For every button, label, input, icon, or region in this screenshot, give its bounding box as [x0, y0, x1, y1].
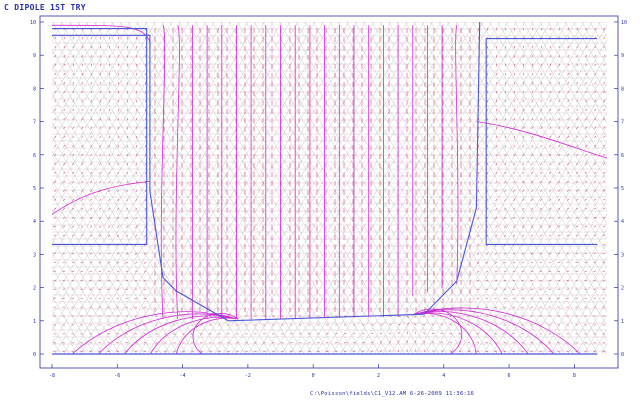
x-tick-label: -8 — [49, 373, 55, 379]
x-tick-label: 6 — [508, 373, 511, 379]
x-tick-label: 0 — [312, 373, 315, 379]
plot-frame — [39, 15, 619, 369]
x-tick-label: 4 — [442, 373, 445, 379]
axes: 0 0 1 1 2 2 3 3 4 4 5 5 6 6 7 7 8 8 9 9 10 10 -8 -6 -4 -2 0 2 4 6 8 — [30, 15, 627, 379]
y-tick-label: 3 — [33, 252, 36, 258]
y-tick-label-right: 5 — [621, 186, 624, 192]
y-tick-label-right: 6 — [621, 153, 624, 159]
y-tick-label: 0 — [33, 352, 36, 358]
field-lines — [52, 24, 607, 354]
file-path-footer: C:\Poisson\fields\C1_V12.AM 6-26-2009 11… — [310, 391, 475, 397]
y-tick-label: 10 — [30, 20, 36, 26]
y-tick-label-right: 7 — [621, 120, 624, 126]
x-tick-label: -4 — [180, 373, 186, 379]
x-tick-label: -2 — [245, 373, 251, 379]
y-tick-label-right: 9 — [621, 53, 624, 59]
y-tick-label-right: 8 — [621, 86, 624, 92]
y-tick-label-right: 10 — [621, 20, 627, 26]
right-pocket — [485, 38, 598, 245]
y-tick-label: 4 — [33, 219, 36, 225]
y-tick-label: 7 — [33, 120, 36, 126]
y-tick-label-right: 2 — [621, 286, 624, 292]
y-tick-label-right: 1 — [621, 319, 624, 325]
iron-boundary — [52, 21, 598, 355]
left-pocket — [52, 28, 148, 245]
plot-title: C DIPOLE 1ST TRY — [4, 3, 86, 12]
y-tick-label: 6 — [33, 153, 36, 159]
pole-outline — [52, 21, 481, 322]
y-tick-label: 2 — [33, 286, 36, 292]
y-tick-label-right: 4 — [621, 219, 624, 225]
mesh-triangles — [52, 22, 607, 354]
mesh-grid — [52, 22, 607, 354]
y-tick-label: 8 — [33, 86, 36, 92]
y-tick-label: 9 — [33, 53, 36, 59]
y-tick-label-right: 0 — [621, 352, 624, 358]
x-tick-label: 8 — [573, 373, 576, 379]
x-tick-label: -6 — [114, 373, 120, 379]
y-tick-label: 1 — [33, 319, 36, 325]
y-tick-label-right: 3 — [621, 252, 624, 258]
flux-lines — [52, 24, 607, 354]
y-tick-label: 5 — [33, 186, 36, 192]
x-tick-label: 2 — [377, 373, 380, 379]
